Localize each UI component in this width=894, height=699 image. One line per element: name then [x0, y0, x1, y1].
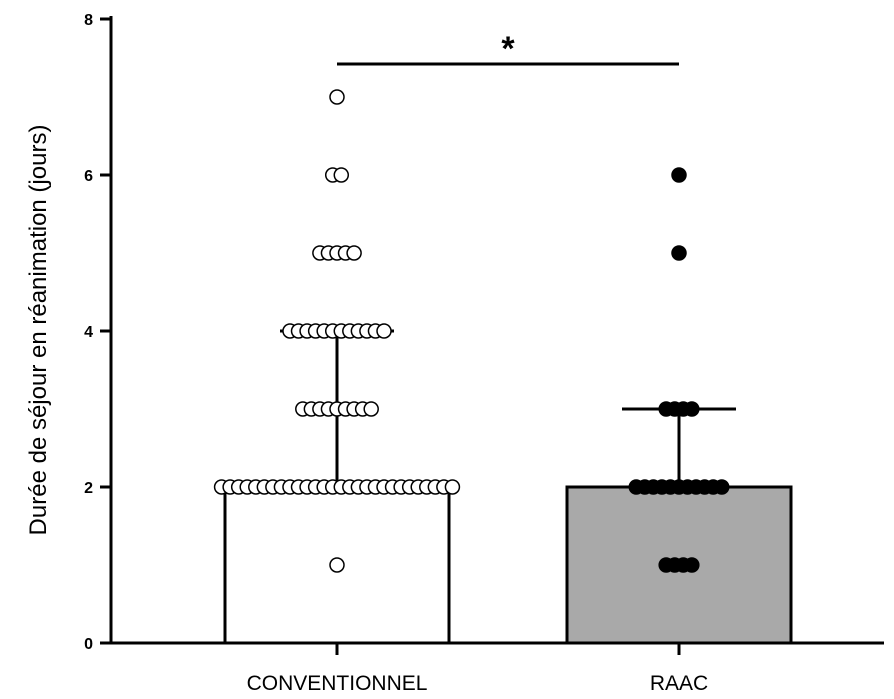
ticks-layer: 0 2 4 6 8 — [84, 12, 681, 655]
points-layer — [213, 89, 730, 573]
y-tick-label: 0 — [84, 636, 93, 653]
data-point — [363, 401, 379, 417]
data-point — [684, 557, 700, 573]
data-point — [684, 401, 700, 417]
category-labels: CONVENTIONNEL RAAC — [247, 672, 709, 695]
category-label-conventionnel: CONVENTIONNEL — [247, 672, 428, 695]
y-tick-label: 4 — [84, 324, 93, 341]
data-point — [671, 167, 687, 183]
data-point — [376, 323, 392, 339]
category-label-raac: RAAC — [650, 672, 708, 695]
data-point — [333, 167, 350, 183]
data-point — [714, 479, 730, 495]
y-tick-label: 8 — [84, 12, 93, 29]
significance-annotation: * — [337, 30, 679, 68]
data-point — [329, 89, 345, 105]
y-axis-title: Durée de séjour en réanimation (jours) — [25, 125, 52, 536]
data-point — [444, 479, 461, 495]
data-point — [346, 245, 362, 261]
y-tick-label: 6 — [84, 168, 93, 185]
significance-label: * — [501, 30, 515, 68]
bars-layer — [223, 485, 793, 645]
data-point — [329, 557, 345, 573]
y-tick-label: 2 — [84, 480, 93, 497]
data-point — [671, 245, 687, 261]
